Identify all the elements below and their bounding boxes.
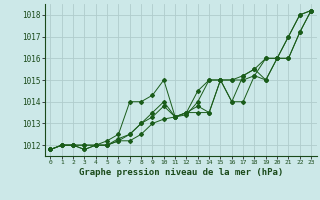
X-axis label: Graphe pression niveau de la mer (hPa): Graphe pression niveau de la mer (hPa) <box>79 168 283 177</box>
